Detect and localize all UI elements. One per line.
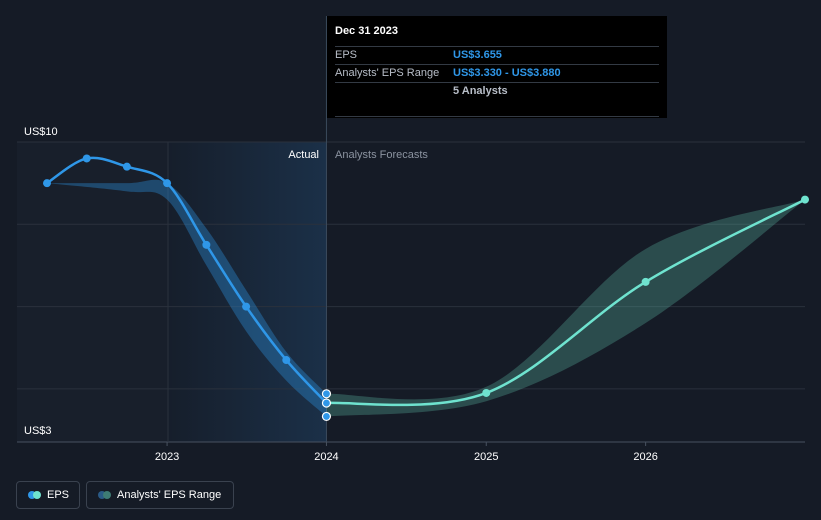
eps-actual-point[interactable]: [82, 154, 91, 163]
forecast-region-label: Analysts Forecasts: [335, 149, 428, 161]
eps-forecast-point[interactable]: [482, 388, 491, 397]
eps-range-band-forecast: [326, 199, 805, 417]
tooltip-range-row: Analysts' EPS Range US$3.330 - US$3.880: [335, 65, 659, 83]
tooltip-range-label: Analysts' EPS Range: [335, 67, 440, 79]
eps-forecast-line: [326, 198, 806, 407]
actual-period-shade: [168, 142, 327, 442]
legend-eps-toggle[interactable]: EPS: [16, 481, 80, 509]
y-tick-label-bottom: US$3: [24, 425, 52, 437]
tooltip-eps-value: US$3.655: [453, 49, 502, 61]
tooltip-eps-row: EPS US$3.655: [335, 47, 659, 65]
x-tick-label: 2024: [314, 451, 338, 463]
eps-chart: US$10 US$3 Actual Analysts Forecasts 202…: [17, 16, 809, 463]
tooltip-analysts-count: 5 Analysts: [453, 85, 508, 97]
legend-range-toggle[interactable]: Analysts' EPS Range: [86, 481, 234, 509]
x-tick-label: 2023: [155, 451, 179, 463]
eps-actual-point[interactable]: [122, 162, 131, 171]
legend-eps-label: EPS: [47, 489, 70, 501]
actual-region-label: Actual: [288, 149, 319, 161]
x-tick-label: 2025: [474, 451, 498, 463]
eps-actual-point[interactable]: [163, 179, 172, 188]
legend-range-label: Analysts' EPS Range: [117, 489, 222, 501]
y-tick-label-top: US$10: [24, 126, 58, 138]
eps-actual-point[interactable]: [202, 240, 211, 249]
eps-actual-point[interactable]: [282, 356, 291, 365]
tooltip-analysts-row: 5 Analysts: [335, 83, 659, 100]
eps-range-band-actual: [47, 179, 327, 417]
hover-highlight-point: [321, 411, 332, 422]
hover-tooltip: Dec 31 2023 EPS US$3.655 Analysts' EPS R…: [327, 16, 667, 118]
tooltip-date: Dec 31 2023: [335, 24, 659, 47]
eps-actual-point[interactable]: [43, 179, 51, 188]
eps-forecast-point[interactable]: [801, 195, 809, 204]
eps-forecast-point[interactable]: [641, 277, 650, 286]
tooltip-eps-label: EPS: [335, 49, 358, 61]
tooltip-range-value: US$3.330 - US$3.880: [453, 67, 561, 79]
eps-legend-icon: [28, 491, 41, 499]
hover-highlight-point: [321, 398, 332, 408]
x-tick-label: 2026: [633, 451, 657, 463]
eps-actual-point[interactable]: [242, 302, 251, 311]
range-legend-icon: [98, 491, 111, 499]
actual-past-shade: [17, 142, 168, 442]
hover-highlight-point: [321, 389, 332, 399]
eps-actual-line: [46, 156, 328, 404]
